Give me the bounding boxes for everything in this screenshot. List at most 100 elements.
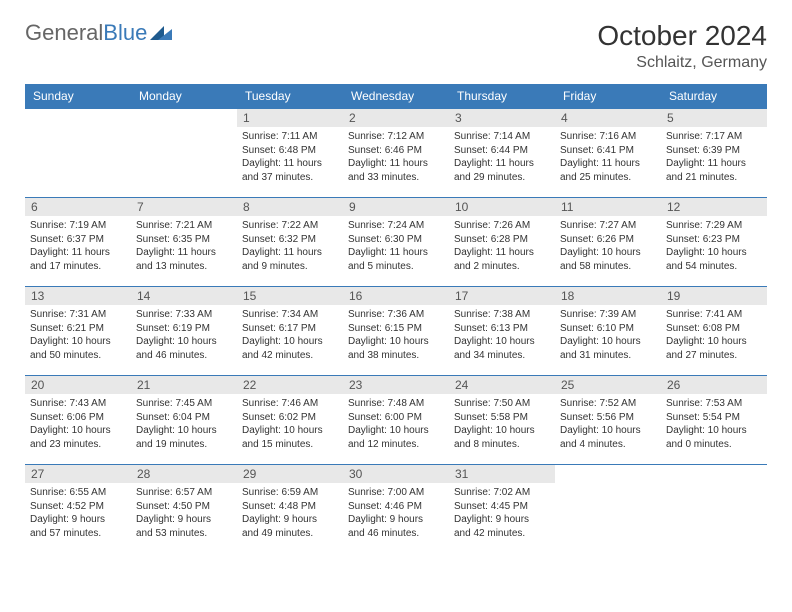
day-line: Sunset: 6:28 PM xyxy=(454,233,550,247)
calendar-week-row: 1Sunrise: 7:11 AMSunset: 6:48 PMDaylight… xyxy=(25,109,767,198)
day-number: 13 xyxy=(25,287,131,305)
day-line: Sunset: 6:23 PM xyxy=(666,233,762,247)
calendar-day-cell: 24Sunrise: 7:50 AMSunset: 5:58 PMDayligh… xyxy=(449,376,555,465)
day-line: Daylight: 11 hours xyxy=(242,246,338,260)
day-line: Sunrise: 6:55 AM xyxy=(30,486,126,500)
weekday-header: Friday xyxy=(555,84,661,109)
calendar-week-row: 20Sunrise: 7:43 AMSunset: 6:06 PMDayligh… xyxy=(25,376,767,465)
day-line: Daylight: 10 hours xyxy=(666,335,762,349)
day-number: 12 xyxy=(661,198,767,216)
day-content: Sunrise: 6:55 AMSunset: 4:52 PMDaylight:… xyxy=(25,483,131,543)
day-line: and 21 minutes. xyxy=(666,171,762,185)
day-line: Sunset: 4:52 PM xyxy=(30,500,126,514)
calendar-day-cell: 25Sunrise: 7:52 AMSunset: 5:56 PMDayligh… xyxy=(555,376,661,465)
day-line: Daylight: 10 hours xyxy=(30,424,126,438)
day-line: Sunrise: 7:36 AM xyxy=(348,308,444,322)
day-line: and 4 minutes. xyxy=(560,438,656,452)
day-number: 6 xyxy=(25,198,131,216)
day-number: 29 xyxy=(237,465,343,483)
day-line: Daylight: 10 hours xyxy=(136,424,232,438)
day-number: 16 xyxy=(343,287,449,305)
day-line: Sunset: 6:32 PM xyxy=(242,233,338,247)
day-line: Sunset: 6:13 PM xyxy=(454,322,550,336)
day-line: and 29 minutes. xyxy=(454,171,550,185)
day-line: Sunrise: 6:57 AM xyxy=(136,486,232,500)
day-line: and 9 minutes. xyxy=(242,260,338,274)
day-line: Sunrise: 7:39 AM xyxy=(560,308,656,322)
calendar-day-cell: 21Sunrise: 7:45 AMSunset: 6:04 PMDayligh… xyxy=(131,376,237,465)
day-line: Daylight: 11 hours xyxy=(348,246,444,260)
day-line: Sunset: 4:50 PM xyxy=(136,500,232,514)
day-content: Sunrise: 7:45 AMSunset: 6:04 PMDaylight:… xyxy=(131,394,237,454)
day-line: and 19 minutes. xyxy=(136,438,232,452)
day-content: Sunrise: 7:41 AMSunset: 6:08 PMDaylight:… xyxy=(661,305,767,365)
day-line: Sunset: 6:21 PM xyxy=(30,322,126,336)
calendar-day-cell: 11Sunrise: 7:27 AMSunset: 6:26 PMDayligh… xyxy=(555,198,661,287)
day-line: Sunset: 6:46 PM xyxy=(348,144,444,158)
day-line: Sunset: 4:45 PM xyxy=(454,500,550,514)
day-line: Sunrise: 7:27 AM xyxy=(560,219,656,233)
calendar-day-cell xyxy=(25,109,131,198)
day-line: and 50 minutes. xyxy=(30,349,126,363)
calendar-day-cell: 10Sunrise: 7:26 AMSunset: 6:28 PMDayligh… xyxy=(449,198,555,287)
day-content: Sunrise: 7:14 AMSunset: 6:44 PMDaylight:… xyxy=(449,127,555,187)
day-line: Daylight: 10 hours xyxy=(560,246,656,260)
calendar-day-cell: 4Sunrise: 7:16 AMSunset: 6:41 PMDaylight… xyxy=(555,109,661,198)
day-line: Daylight: 11 hours xyxy=(348,157,444,171)
title-area: October 2024 Schlaitz, Germany xyxy=(597,20,767,72)
day-line: and 34 minutes. xyxy=(454,349,550,363)
day-content: Sunrise: 7:21 AMSunset: 6:35 PMDaylight:… xyxy=(131,216,237,276)
day-line: Daylight: 10 hours xyxy=(348,335,444,349)
day-line: Daylight: 9 hours xyxy=(242,513,338,527)
day-number: 15 xyxy=(237,287,343,305)
day-number: 23 xyxy=(343,376,449,394)
day-number: 28 xyxy=(131,465,237,483)
day-line: Sunrise: 7:45 AM xyxy=(136,397,232,411)
calendar-day-cell: 6Sunrise: 7:19 AMSunset: 6:37 PMDaylight… xyxy=(25,198,131,287)
day-line: Daylight: 10 hours xyxy=(348,424,444,438)
day-line: and 8 minutes. xyxy=(454,438,550,452)
day-line: Sunset: 6:06 PM xyxy=(30,411,126,425)
day-line: Sunrise: 7:52 AM xyxy=(560,397,656,411)
day-line: Daylight: 10 hours xyxy=(560,335,656,349)
day-line: and 25 minutes. xyxy=(560,171,656,185)
calendar-day-cell: 19Sunrise: 7:41 AMSunset: 6:08 PMDayligh… xyxy=(661,287,767,376)
day-content: Sunrise: 7:26 AMSunset: 6:28 PMDaylight:… xyxy=(449,216,555,276)
day-content: Sunrise: 7:29 AMSunset: 6:23 PMDaylight:… xyxy=(661,216,767,276)
day-line: Sunrise: 7:24 AM xyxy=(348,219,444,233)
day-line: Sunrise: 7:19 AM xyxy=(30,219,126,233)
day-line: and 57 minutes. xyxy=(30,527,126,541)
day-content: Sunrise: 7:00 AMSunset: 4:46 PMDaylight:… xyxy=(343,483,449,543)
calendar-week-row: 6Sunrise: 7:19 AMSunset: 6:37 PMDaylight… xyxy=(25,198,767,287)
day-number: 9 xyxy=(343,198,449,216)
day-content: Sunrise: 7:43 AMSunset: 6:06 PMDaylight:… xyxy=(25,394,131,454)
weekday-header: Monday xyxy=(131,84,237,109)
day-line: Sunset: 4:48 PM xyxy=(242,500,338,514)
day-line: Sunrise: 7:53 AM xyxy=(666,397,762,411)
day-number: 21 xyxy=(131,376,237,394)
day-line: Sunrise: 7:26 AM xyxy=(454,219,550,233)
header: GeneralBlue October 2024 Schlaitz, Germa… xyxy=(25,20,767,72)
day-line: Daylight: 9 hours xyxy=(454,513,550,527)
calendar-body: 1Sunrise: 7:11 AMSunset: 6:48 PMDaylight… xyxy=(25,109,767,554)
day-line: Daylight: 11 hours xyxy=(666,157,762,171)
day-line: Daylight: 10 hours xyxy=(454,424,550,438)
day-number: 11 xyxy=(555,198,661,216)
weekday-header: Sunday xyxy=(25,84,131,109)
day-line: Daylight: 10 hours xyxy=(242,335,338,349)
day-line: Sunrise: 7:48 AM xyxy=(348,397,444,411)
day-line: Daylight: 10 hours xyxy=(242,424,338,438)
day-line: Daylight: 10 hours xyxy=(30,335,126,349)
calendar-day-cell: 31Sunrise: 7:02 AMSunset: 4:45 PMDayligh… xyxy=(449,465,555,554)
day-line: Sunrise: 7:22 AM xyxy=(242,219,338,233)
day-line: and 33 minutes. xyxy=(348,171,444,185)
day-number: 20 xyxy=(25,376,131,394)
day-line: Sunset: 6:39 PM xyxy=(666,144,762,158)
day-line: Sunset: 4:46 PM xyxy=(348,500,444,514)
calendar-table: SundayMondayTuesdayWednesdayThursdayFrid… xyxy=(25,84,767,553)
day-line: and 58 minutes. xyxy=(560,260,656,274)
calendar-day-cell: 2Sunrise: 7:12 AMSunset: 6:46 PMDaylight… xyxy=(343,109,449,198)
day-line: Sunset: 6:04 PM xyxy=(136,411,232,425)
day-content: Sunrise: 6:57 AMSunset: 4:50 PMDaylight:… xyxy=(131,483,237,543)
day-number: 3 xyxy=(449,109,555,127)
